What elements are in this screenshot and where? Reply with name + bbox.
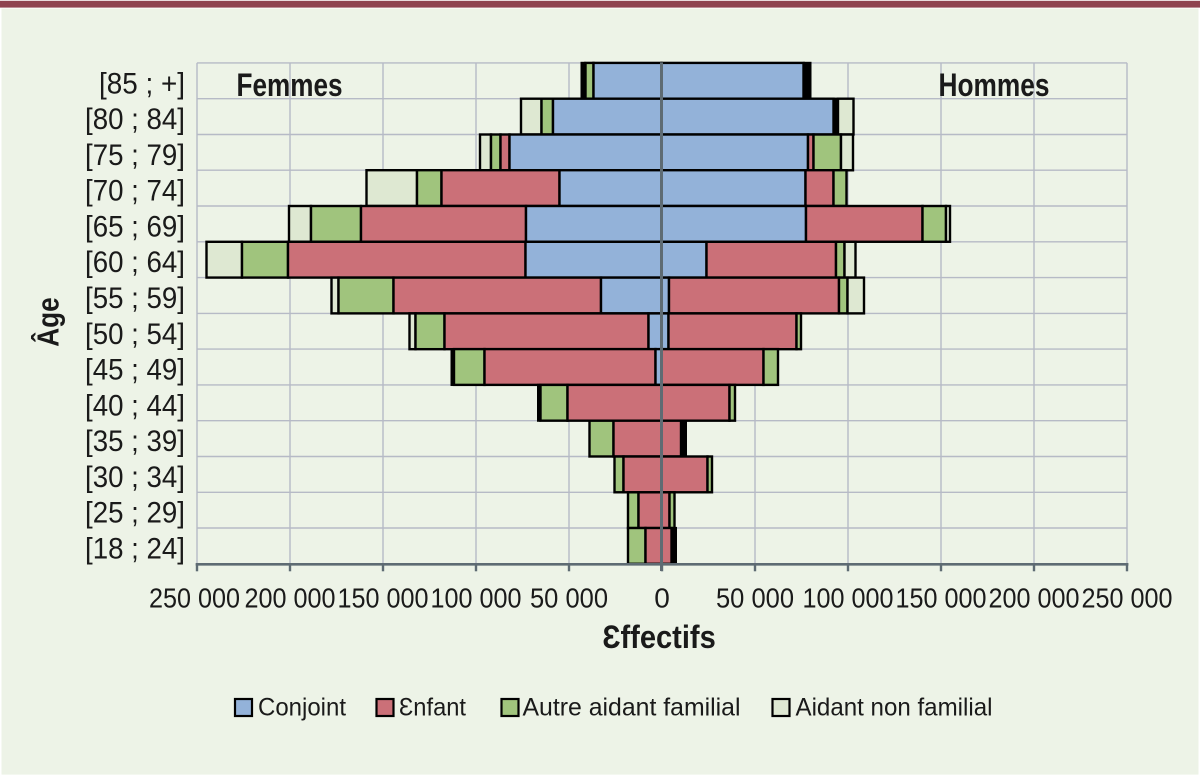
svg-text:150 000: 150 000 [338,583,429,614]
svg-text:Autre aidant familial: Autre aidant familial [523,694,741,722]
svg-text:Ɛffectifs: Ɛffectifs [602,619,716,655]
svg-text:[85 ; +]: [85 ; +] [99,67,185,100]
svg-text:[35 ; 39]: [35 ; 39] [85,425,185,458]
svg-text:[45 ; 49]: [45 ; 49] [85,354,185,387]
svg-text:[70 ; 74]: [70 ; 74] [85,175,185,208]
svg-text:[25 ; 29]: [25 ; 29] [85,497,185,530]
svg-text:100 000: 100 000 [431,583,522,614]
svg-text:[75 ; 79]: [75 ; 79] [85,139,185,172]
svg-text:Aidant non familial: Aidant non familial [796,694,993,722]
svg-text:150 000: 150 000 [896,583,987,614]
svg-text:50 000: 50 000 [530,583,608,614]
svg-text:250 000: 250 000 [149,583,240,614]
svg-text:0: 0 [654,583,670,614]
svg-text:[80 ; 84]: [80 ; 84] [85,103,185,136]
svg-text:[40 ; 44]: [40 ; 44] [85,389,185,422]
svg-text:Ɛnfant: Ɛnfant [399,694,466,722]
svg-text:[55 ; 59]: [55 ; 59] [85,282,185,315]
svg-text:50 000: 50 000 [716,583,794,614]
svg-text:100 000: 100 000 [803,583,894,614]
svg-text:200 000: 200 000 [245,583,336,614]
svg-text:Hommes: Hommes [939,67,1050,103]
svg-text:200 000: 200 000 [989,583,1080,614]
svg-text:Âge: Âge [30,297,66,347]
svg-text:[65 ; 69]: [65 ; 69] [85,210,185,243]
svg-text:[60 ; 64]: [60 ; 64] [85,246,185,279]
svg-text:[50 ; 54]: [50 ; 54] [85,318,185,351]
svg-text:Conjoint: Conjoint [258,694,346,722]
svg-text:[18 ; 24]: [18 ; 24] [85,532,185,565]
svg-text:Femmes: Femmes [237,67,343,103]
svg-text:250 000: 250 000 [1082,583,1173,614]
svg-text:[30 ; 34]: [30 ; 34] [85,461,185,494]
